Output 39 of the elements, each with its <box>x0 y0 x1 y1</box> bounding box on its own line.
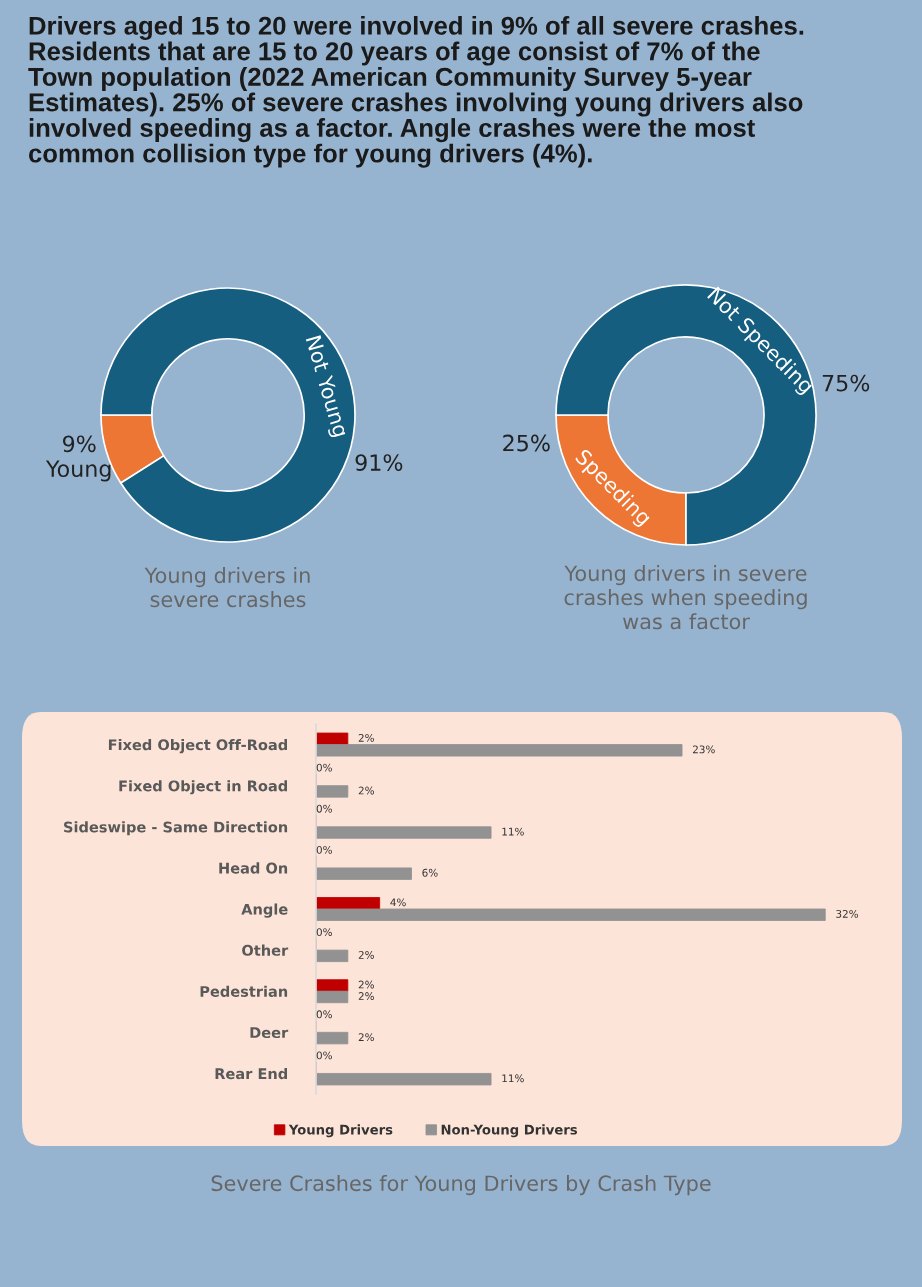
data-label: 25% <box>503 434 550 452</box>
data-label: 6% <box>422 868 438 877</box>
legend-label: Non-Young Drivers <box>441 1124 578 1138</box>
slice-label: Not Young <box>301 335 349 439</box>
y-tick-label: Other <box>242 944 289 956</box>
y-tick-label: Sideswipe - Same Direction <box>64 821 288 836</box>
data-label: 2% <box>358 992 374 1000</box>
data-label: 2% <box>358 786 374 795</box>
y-tick-label: Rear End <box>215 1067 287 1080</box>
text: Severe Crashes for Young Drivers by Crash Type <box>211 1175 711 1196</box>
data-label: 75% <box>822 374 870 392</box>
y-tick-label: Head On <box>219 862 288 874</box>
data-label: 0% <box>316 1051 332 1060</box>
data-label: 9% <box>62 435 96 453</box>
data-label: 0% <box>316 804 332 813</box>
data-label: 0% <box>316 1010 332 1019</box>
legend-label: Young Drivers <box>288 1124 393 1138</box>
data-label: 0% <box>316 763 332 772</box>
y-tick-label: Deer <box>250 1027 289 1039</box>
y-tick-label: Fixed Object Off-Road <box>108 739 287 754</box>
data-label: 0% <box>316 845 332 854</box>
data-label: 32% <box>836 909 859 918</box>
data-label: 11% <box>502 827 524 836</box>
y-tick-label: Fixed Object in Road <box>119 780 287 795</box>
slice-label: Young <box>45 460 111 482</box>
y-tick-label: Angle <box>241 903 288 918</box>
data-label: 4% <box>390 898 406 907</box>
text: Young drivers in severe crashes <box>144 567 310 608</box>
data-label: 23% <box>692 745 715 754</box>
data-label: 2% <box>358 733 374 742</box>
text: Drivers aged 15 to 20 were involved in 9% of all severe crashes. Residents that are 15 to 20 years of age consist of 7% of the Town population (2022 American Community Survey 5-year Estimates). 25% of severe crashes involving young drivers also involved speeding as a factor. Angle crashes were the most common collision type for young drivers (4%). <box>28 16 804 168</box>
data-label: 2% <box>358 951 374 959</box>
data-label: 11% <box>502 1074 524 1083</box>
y-tick-label: Pedestrian <box>200 985 288 997</box>
data-label: 2% <box>358 1033 374 1042</box>
data-label: 0% <box>316 928 332 937</box>
text: Young drivers in severe crashes when speeding was a factor <box>564 565 807 630</box>
data-label: 2% <box>358 980 374 989</box>
data-label: 91% <box>355 454 403 471</box>
